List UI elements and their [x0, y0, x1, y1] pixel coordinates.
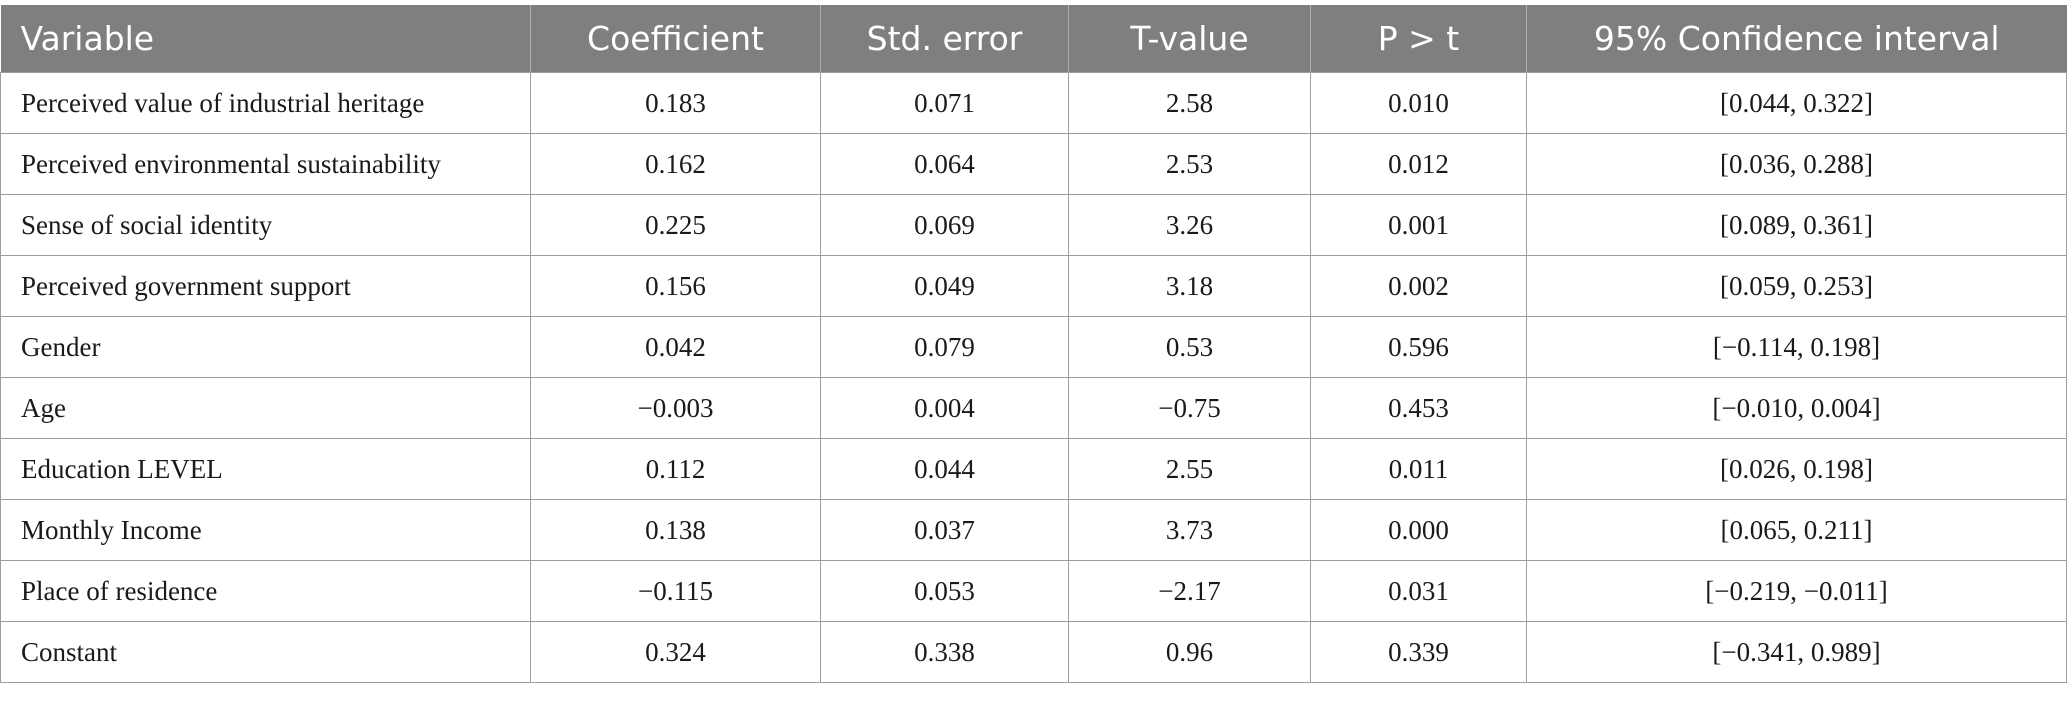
cell-p-value: 0.031: [1310, 560, 1527, 622]
header-t-value: T-value: [1068, 5, 1311, 73]
cell-variable: Sense of social identity: [0, 194, 531, 256]
cell-confidence-interval: [−0.341, 0.989]: [1526, 621, 2067, 683]
table-row: Perceived environmental sustainability 0…: [0, 133, 2067, 195]
cell-std-error: 0.338: [820, 621, 1069, 683]
cell-confidence-interval: [0.044, 0.322]: [1526, 72, 2067, 134]
cell-variable: Age: [0, 377, 531, 439]
cell-std-error: 0.064: [820, 133, 1069, 195]
cell-t-value: 2.58: [1068, 72, 1311, 134]
cell-std-error: 0.037: [820, 499, 1069, 561]
regression-table-container: Variable Coefficient Std. error T-value …: [0, 5, 2067, 683]
header-std-error: Std. error: [820, 5, 1069, 73]
table-row: Gender 0.042 0.079 0.53 0.596 [−0.114, 0…: [0, 316, 2067, 378]
cell-p-value: 0.012: [1310, 133, 1527, 195]
cell-t-value: 0.96: [1068, 621, 1311, 683]
cell-confidence-interval: [0.065, 0.211]: [1526, 499, 2067, 561]
table-row: Education LEVEL 0.112 0.044 2.55 0.011 […: [0, 438, 2067, 500]
cell-variable: Perceived government support: [0, 255, 531, 317]
cell-t-value: 3.26: [1068, 194, 1311, 256]
cell-p-value: 0.000: [1310, 499, 1527, 561]
header-confidence-interval: 95% Confidence interval: [1526, 5, 2067, 73]
cell-std-error: 0.044: [820, 438, 1069, 500]
header-coefficient: Coefficient: [530, 5, 821, 73]
cell-variable: Gender: [0, 316, 531, 378]
cell-confidence-interval: [0.089, 0.361]: [1526, 194, 2067, 256]
cell-t-value: 2.53: [1068, 133, 1311, 195]
cell-coefficient: −0.003: [530, 377, 821, 439]
table-row: Age −0.003 0.004 −0.75 0.453 [−0.010, 0.…: [0, 377, 2067, 439]
cell-coefficient: 0.225: [530, 194, 821, 256]
cell-p-value: 0.596: [1310, 316, 1527, 378]
cell-coefficient: 0.138: [530, 499, 821, 561]
cell-variable: Constant: [0, 621, 531, 683]
table-row: Place of residence −0.115 0.053 −2.17 0.…: [0, 560, 2067, 622]
table-row: Perceived value of industrial heritage 0…: [0, 72, 2067, 134]
cell-p-value: 0.453: [1310, 377, 1527, 439]
cell-p-value: 0.339: [1310, 621, 1527, 683]
cell-p-value: 0.011: [1310, 438, 1527, 500]
cell-coefficient: 0.042: [530, 316, 821, 378]
cell-coefficient: 0.112: [530, 438, 821, 500]
cell-std-error: 0.071: [820, 72, 1069, 134]
cell-confidence-interval: [−0.114, 0.198]: [1526, 316, 2067, 378]
cell-variable: Place of residence: [0, 560, 531, 622]
cell-p-value: 0.002: [1310, 255, 1527, 317]
cell-variable: Perceived environmental sustainability: [0, 133, 531, 195]
cell-t-value: 2.55: [1068, 438, 1311, 500]
cell-variable: Education LEVEL: [0, 438, 531, 500]
cell-t-value: 3.18: [1068, 255, 1311, 317]
cell-std-error: 0.049: [820, 255, 1069, 317]
cell-confidence-interval: [0.026, 0.198]: [1526, 438, 2067, 500]
cell-confidence-interval: [−0.010, 0.004]: [1526, 377, 2067, 439]
header-row: Variable Coefficient Std. error T-value …: [0, 5, 2067, 73]
cell-std-error: 0.079: [820, 316, 1069, 378]
cell-coefficient: −0.115: [530, 560, 821, 622]
cell-t-value: 0.53: [1068, 316, 1311, 378]
cell-confidence-interval: [−0.219, −0.011]: [1526, 560, 2067, 622]
cell-std-error: 0.053: [820, 560, 1069, 622]
cell-p-value: 0.001: [1310, 194, 1527, 256]
header-p-value: P > t: [1310, 5, 1527, 73]
table-header: Variable Coefficient Std. error T-value …: [0, 5, 2067, 73]
cell-std-error: 0.004: [820, 377, 1069, 439]
cell-confidence-interval: [0.036, 0.288]: [1526, 133, 2067, 195]
cell-coefficient: 0.162: [530, 133, 821, 195]
cell-variable: Perceived value of industrial heritage: [0, 72, 531, 134]
table-row: Perceived government support 0.156 0.049…: [0, 255, 2067, 317]
table-body: Perceived value of industrial heritage 0…: [0, 72, 2067, 683]
cell-variable: Monthly Income: [0, 499, 531, 561]
cell-coefficient: 0.324: [530, 621, 821, 683]
cell-t-value: −0.75: [1068, 377, 1311, 439]
cell-std-error: 0.069: [820, 194, 1069, 256]
cell-coefficient: 0.156: [530, 255, 821, 317]
cell-confidence-interval: [0.059, 0.253]: [1526, 255, 2067, 317]
cell-p-value: 0.010: [1310, 72, 1527, 134]
cell-t-value: 3.73: [1068, 499, 1311, 561]
cell-t-value: −2.17: [1068, 560, 1311, 622]
table-row: Sense of social identity 0.225 0.069 3.2…: [0, 194, 2067, 256]
header-variable: Variable: [0, 5, 531, 73]
regression-results-table: Variable Coefficient Std. error T-value …: [0, 5, 2067, 683]
table-row: Monthly Income 0.138 0.037 3.73 0.000 [0…: [0, 499, 2067, 561]
table-row: Constant 0.324 0.338 0.96 0.339 [−0.341,…: [0, 621, 2067, 683]
cell-coefficient: 0.183: [530, 72, 821, 134]
